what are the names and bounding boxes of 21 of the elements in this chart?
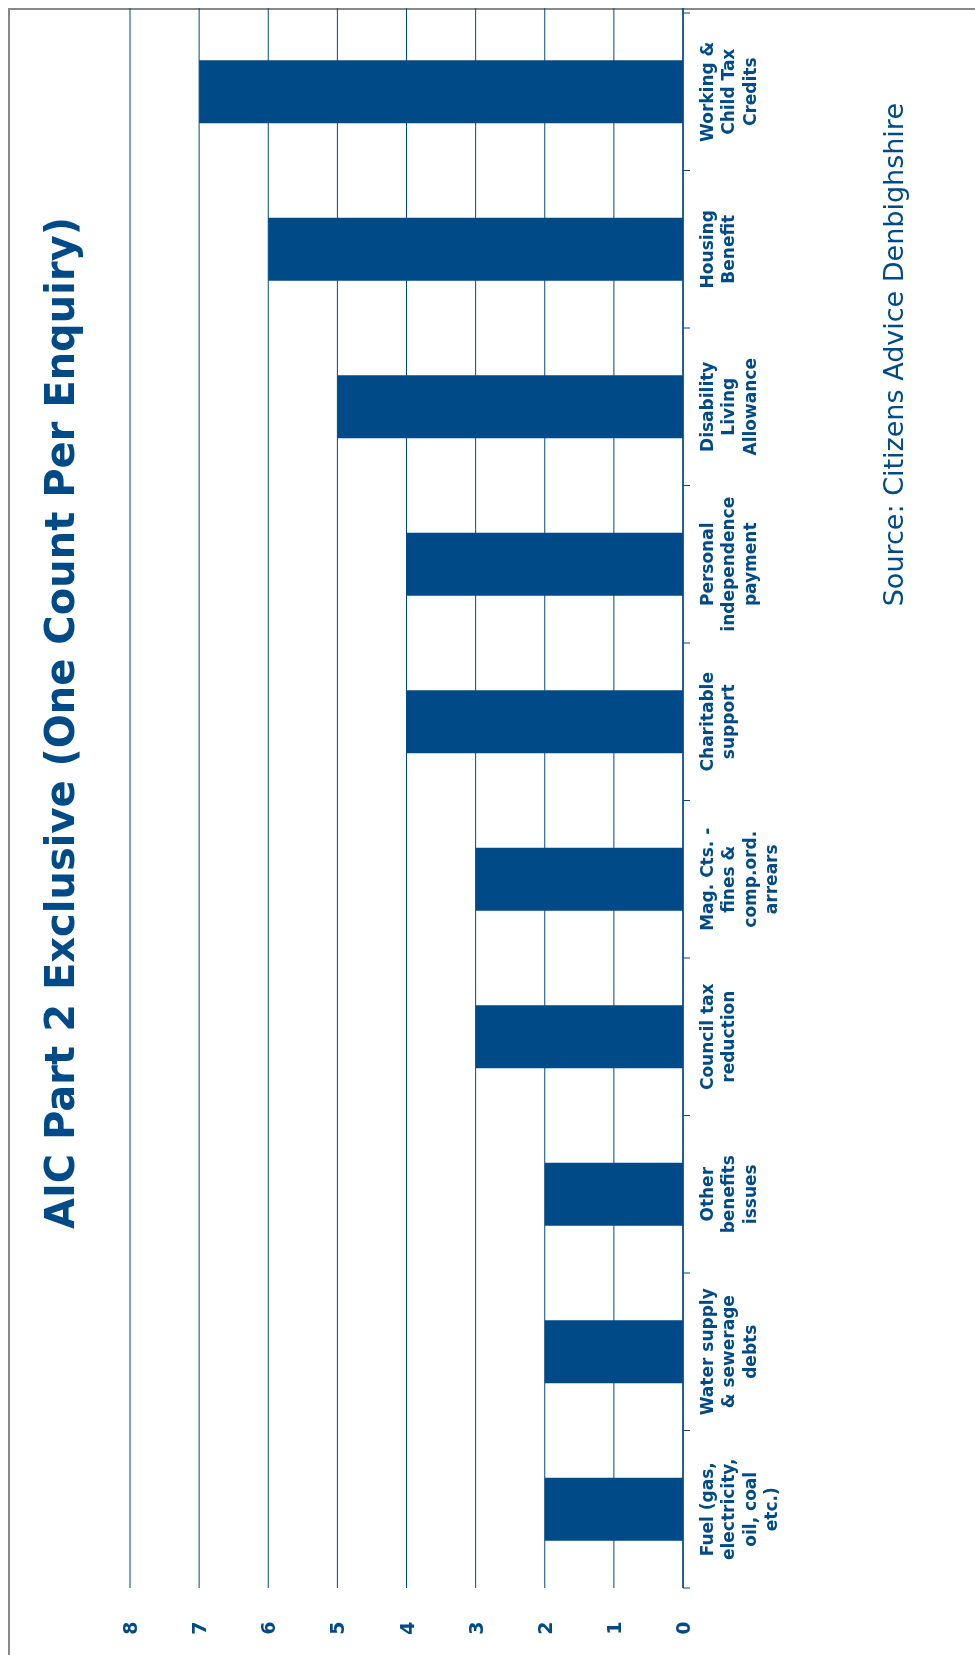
y-tick-label: Water supply & sewerage debts bbox=[697, 1288, 760, 1416]
x-tick-label: 4 bbox=[395, 1621, 418, 1635]
y-tick-label: Personal independence payment bbox=[697, 496, 760, 632]
x-tick-label: 0 bbox=[672, 1621, 694, 1635]
y-tick-label: Fuel (gas, electricity, oil, coal etc.) bbox=[697, 1458, 781, 1561]
x-tick-label: 1 bbox=[602, 1621, 625, 1635]
y-tick-label: Charitable support bbox=[697, 672, 739, 772]
x-tick-label: 7 bbox=[188, 1621, 211, 1635]
y-tick-label: Disability Living Allowance bbox=[697, 358, 760, 456]
x-tick-label: 8 bbox=[119, 1621, 141, 1635]
source-note: Source: Citizens Advice Denbighshire bbox=[878, 103, 909, 607]
text: AIC Part 2 Exclusive (One Count Per Enquiry) bbox=[37, 216, 83, 1230]
y-tick-label: Working & Child Tax Credits bbox=[697, 41, 760, 142]
x-tick-label: 2 bbox=[533, 1621, 556, 1635]
y-tick-label: Mag. Cts. - fines & comp.ord. arrears bbox=[697, 827, 781, 931]
x-tick-label: 6 bbox=[257, 1621, 280, 1635]
y-tick-label: Council tax reduction bbox=[697, 983, 739, 1091]
x-tick-label: 5 bbox=[326, 1621, 349, 1635]
x-tick-label: 3 bbox=[464, 1621, 487, 1635]
y-tick-label: Housing Benefit bbox=[697, 210, 739, 289]
y-tick-label: Other benefits issues bbox=[697, 1155, 760, 1234]
